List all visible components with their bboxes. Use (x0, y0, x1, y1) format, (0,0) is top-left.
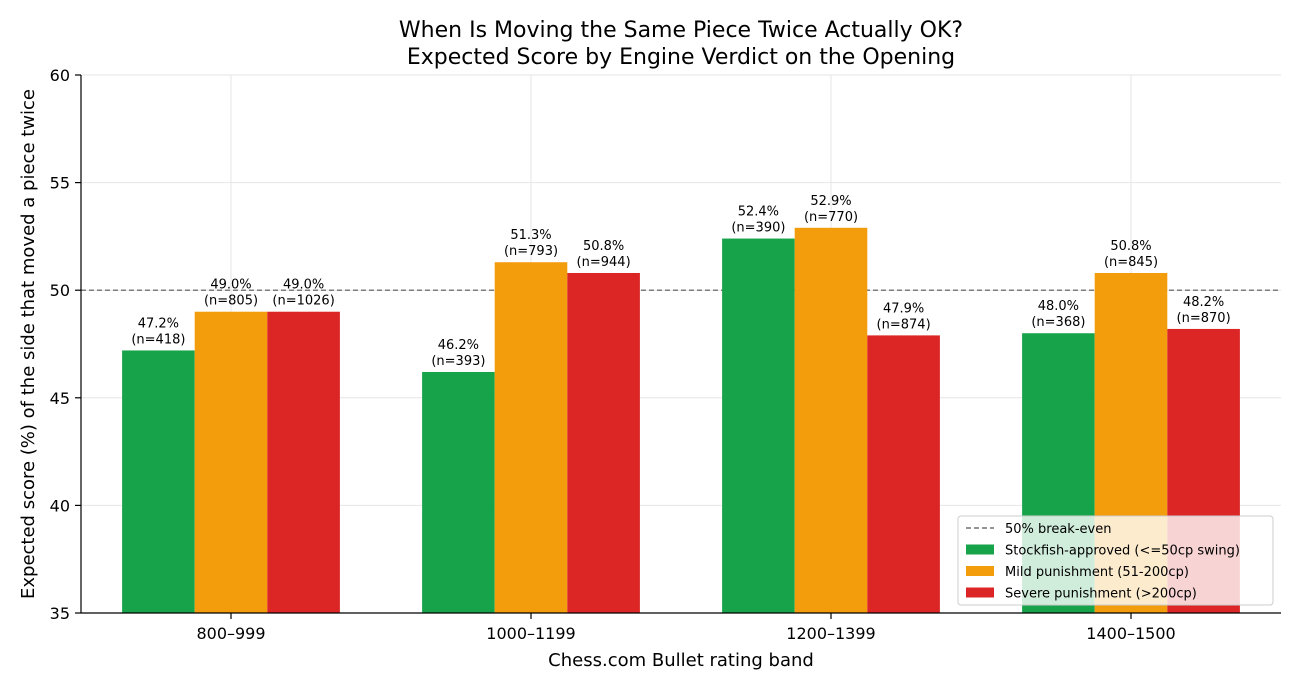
legend: 50% break-even Stockfish-approved (<=50cp… (957, 515, 1274, 606)
bar-value-label: 49.0% (210, 278, 251, 293)
bar-count-label: (n=368) (1031, 315, 1085, 330)
bar (194, 311, 268, 613)
bar-value-label: 47.2% (138, 316, 179, 331)
legend-swatch (966, 544, 994, 555)
bar-value-label: 52.9% (810, 194, 851, 209)
x-tick-label: 1400–1500 (1086, 624, 1175, 643)
bar-count-label: (n=870) (1177, 311, 1231, 326)
y-tick-label: 60 (50, 66, 70, 85)
legend-swatch (966, 566, 994, 576)
bar-count-label: (n=845) (1104, 255, 1158, 270)
x-tick-label: 800–999 (196, 624, 265, 643)
y-tick-label: 55 (50, 174, 70, 193)
legend-entry-label: Stockfish-approved (<=50cp swing) (1005, 544, 1240, 559)
bar (422, 371, 495, 613)
bar-count-label: (n=770) (804, 210, 858, 225)
x-tick-label: 1000–1199 (486, 624, 575, 643)
bar-count-label: (n=944) (577, 255, 631, 270)
bar-count-label: (n=1026) (272, 294, 334, 309)
bar (567, 272, 640, 613)
y-tick-label: 35 (50, 604, 70, 623)
bar-value-label: 48.0% (1038, 299, 1079, 314)
axes: 35 40 45 50 55 60 800–999 1000–1199 1200–1399 140… (50, 66, 1281, 643)
bar-value-label: 47.9% (883, 301, 924, 316)
chart-title-line-1: When Is Moving the Same Piece Twice Actu… (399, 18, 963, 43)
y-tick-label: 40 (50, 496, 70, 515)
chart-title-line-2: Expected Score by Engine Verdict on the … (407, 45, 955, 70)
bar (122, 350, 195, 613)
bar-count-label: (n=874) (877, 317, 931, 332)
bar (494, 262, 568, 613)
bar (867, 335, 940, 613)
bar-count-label: (n=418) (131, 332, 185, 347)
bar (267, 311, 340, 613)
bar (722, 238, 795, 613)
bar-count-label: (n=793) (504, 244, 558, 259)
bar-value-label: 49.0% (283, 278, 324, 293)
y-tick-label: 45 (50, 389, 70, 408)
bar-count-label: (n=393) (431, 354, 485, 369)
bar-value-label: 48.2% (1183, 295, 1224, 310)
bar-value-label: 51.3% (510, 228, 551, 243)
x-tick-label: 1200–1399 (786, 624, 875, 643)
bar-value-label: 46.2% (438, 338, 479, 353)
legend-entry-label: Severe punishment (>200cp) (1005, 587, 1197, 602)
legend-box (957, 515, 1274, 606)
legend-entry-label: Mild punishment (51-200cp) (1005, 565, 1189, 580)
bar (794, 227, 868, 614)
bar-value-label: 52.4% (738, 205, 779, 220)
x-axis-label: Chess.com Bullet rating band (548, 650, 814, 671)
bar-count-label: (n=390) (731, 221, 785, 236)
y-tick-label: 50 (50, 281, 70, 300)
legend-entry-label: 50% break-even (1005, 522, 1111, 537)
bar-count-label: (n=805) (204, 294, 258, 309)
legend-swatch (966, 587, 994, 598)
bar-value-label: 50.8% (583, 239, 624, 254)
bar-value-label: 50.8% (1110, 239, 1151, 254)
data-labels: 47.2%(n=418) 46.2%(n=393) 52.4%(n=390) 48.0… (131, 194, 1230, 369)
y-axis-label: Expected score (%) of the side that move… (18, 89, 39, 599)
